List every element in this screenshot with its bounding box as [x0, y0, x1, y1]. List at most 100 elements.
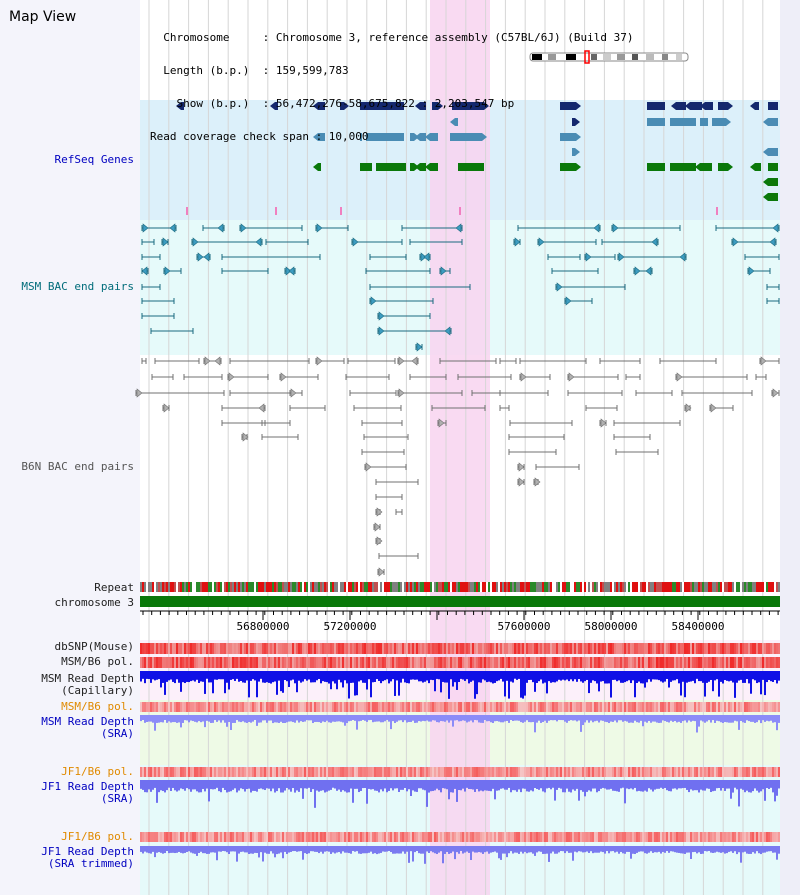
track-label-jf1-read-sra-1[interactable]: JF1 Read Depth	[41, 780, 134, 793]
track-label-jf1-b6-pol-trim[interactable]: JF1/B6 pol.	[61, 830, 134, 843]
bac-end-pair	[675, 372, 748, 382]
bac-end-pair	[229, 358, 310, 364]
bac-end-pair	[395, 509, 403, 515]
coordinate-axis: 56800000 57200000 57600000 58000000 58400000	[140, 610, 780, 633]
bac-end-pair	[759, 356, 780, 366]
bac-end-pair	[635, 390, 673, 396]
bac-end-pair	[517, 477, 525, 487]
bac-end-pair	[564, 296, 593, 306]
bac-end-pair	[150, 328, 194, 334]
bac-end-pair	[409, 374, 447, 380]
bac-end-pair	[141, 313, 175, 319]
jf1-b6-pol-heat-strip	[140, 767, 780, 777]
gene-feature	[572, 148, 580, 156]
bac-end-pair	[419, 252, 431, 262]
bac-end-pair	[364, 462, 407, 472]
gene-feature	[763, 193, 778, 201]
bac-end-pair	[377, 567, 385, 577]
bac-end-pair	[221, 403, 266, 413]
bac-end-pair	[161, 237, 169, 247]
track-label-jf1-read-trim-1[interactable]: JF1 Read Depth	[41, 845, 134, 858]
bac-end-pair	[613, 434, 651, 440]
bac-end-pair	[289, 388, 303, 398]
bac-end-pair	[397, 388, 463, 398]
gene-feature	[458, 163, 484, 171]
bac-end-pair	[202, 223, 225, 233]
track-label-msm-b6-pol-sra[interactable]: MSM/B6 pol.	[61, 700, 134, 713]
bac-end-pair	[375, 479, 419, 485]
bac-end-pair	[584, 252, 616, 262]
track-label-dbsnp[interactable]: dbSNP(Mouse)	[54, 640, 134, 653]
track-label-msm-b6-pol[interactable]: MSM/B6 pol.	[61, 655, 134, 668]
gene-feature	[750, 163, 761, 171]
gene-feature	[670, 118, 696, 126]
bac-end-pair	[135, 388, 225, 398]
bac-end-pair	[141, 254, 161, 260]
gene-feature	[425, 133, 438, 141]
map-view-title: Map View	[9, 9, 77, 25]
repeat-track	[140, 582, 780, 592]
bac-end-pair	[369, 296, 434, 306]
bac-end-pair	[401, 223, 463, 233]
bac-end-pair	[519, 358, 587, 364]
jf1-read-depth-sra	[140, 780, 780, 808]
track-label-msm-read-sra-1[interactable]: MSM Read Depth	[41, 715, 134, 728]
refseq-marker	[459, 207, 461, 215]
gene-feature	[560, 102, 581, 110]
track-label-b6n-bac[interactable]: B6N BAC end pairs	[21, 460, 134, 473]
axis-tick-label: 56800000	[237, 620, 290, 633]
axis-tick-label: 57600000	[498, 620, 551, 633]
track-label-jf1-b6-pol[interactable]: JF1/B6 pol.	[61, 765, 134, 778]
bac-end-pair	[709, 403, 734, 413]
chromosome-bar	[140, 596, 780, 607]
bac-end-pair	[351, 237, 403, 247]
bac-end-pair	[533, 477, 541, 487]
bac-end-pair	[684, 403, 692, 413]
info-coverage-span: Read coverage check span : 10,000	[150, 130, 369, 143]
bac-end-pair	[508, 434, 565, 440]
selection-highlight	[430, 0, 490, 895]
bac-end-pair	[744, 254, 780, 260]
track-label-jf1-read-trim-2[interactable]: (SRA trimmed)	[47, 857, 134, 870]
gene-feature	[647, 102, 665, 110]
bac-end-pair	[363, 434, 409, 440]
bac-end-pair	[377, 311, 431, 321]
gene-feature	[763, 178, 778, 186]
bac-end-pair	[369, 284, 471, 290]
bac-end-pair	[551, 268, 599, 274]
track-label-jf1-read-sra-2[interactable]: (SRA)	[100, 792, 134, 805]
gene-feature	[425, 163, 438, 171]
bac-end-pair	[349, 390, 397, 396]
bac-end-pair	[659, 358, 717, 364]
gene-feature	[313, 133, 325, 141]
track-label-refseq[interactable]: RefSeq Genes	[54, 153, 134, 166]
gene-feature	[432, 102, 443, 110]
track-label-msm-read-sra-2[interactable]: (SRA)	[100, 727, 134, 740]
bac-end-pair	[141, 266, 149, 276]
axis-tick-label: 57200000	[324, 620, 377, 633]
track-label-msm-read-cap-1[interactable]: MSM Read Depth	[41, 672, 134, 685]
gene-feature	[763, 148, 778, 156]
track-label-msm-bac[interactable]: MSM BAC end pairs	[21, 280, 134, 293]
bac-end-pair	[141, 239, 155, 245]
track-label-repeat[interactable]: Repeat	[94, 581, 134, 594]
bac-end-pair	[203, 356, 222, 366]
bac-end-pair	[681, 390, 753, 396]
bac-end-pair	[766, 284, 780, 290]
track-label-msm-read-cap-2[interactable]: (Capillary)	[61, 684, 134, 697]
ideogram-band	[566, 54, 576, 60]
gene-feature	[700, 118, 708, 126]
gene-feature	[670, 163, 696, 171]
gene-feature	[763, 118, 778, 126]
bac-end-pair	[154, 358, 200, 364]
bac-end-pair	[265, 239, 309, 245]
chromosome-info: Chromosome : Chromosome 3, reference ass…	[150, 10, 633, 153]
bac-end-pair	[284, 266, 296, 276]
bac-end-pair	[509, 420, 573, 426]
gene-feature	[647, 163, 665, 171]
track-label-chromosome[interactable]: chromosome 3	[54, 596, 134, 609]
bac-end-pair	[361, 449, 405, 455]
bac-end-pair	[535, 464, 580, 470]
bac-end-pair	[517, 462, 525, 472]
